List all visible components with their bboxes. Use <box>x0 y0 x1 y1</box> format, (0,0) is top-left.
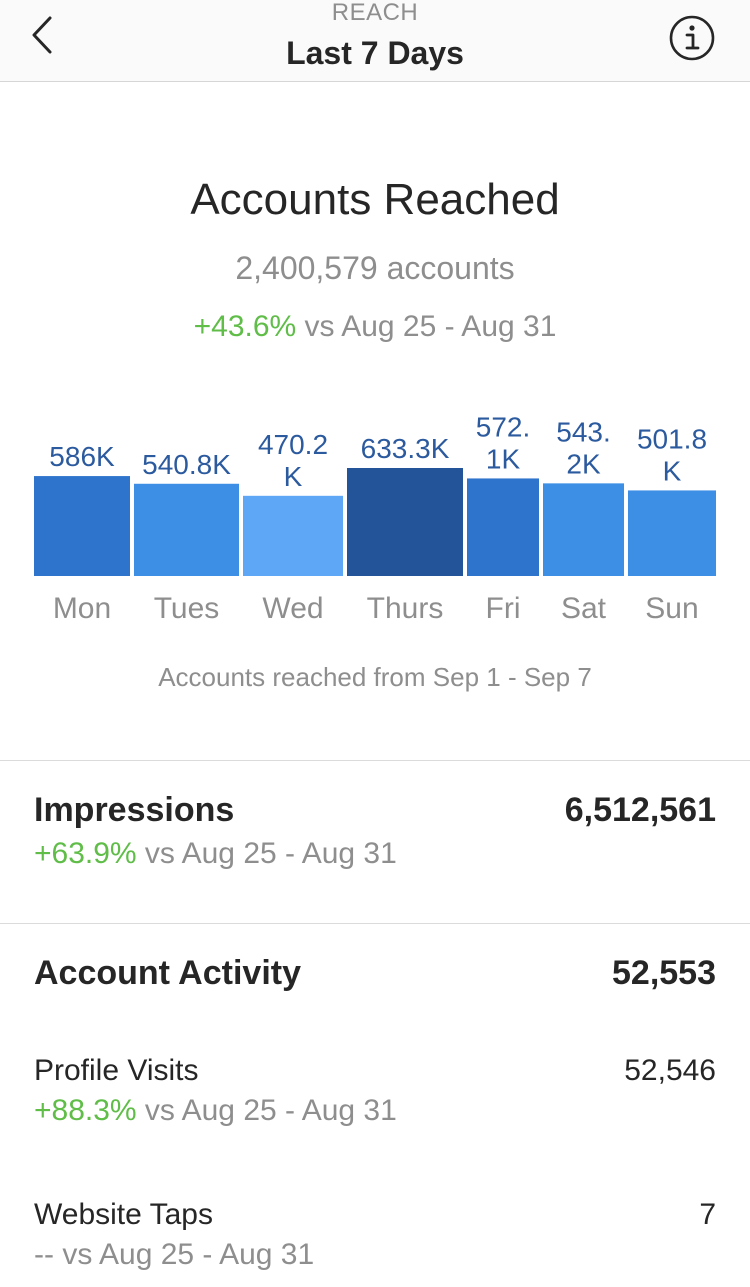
change-percent: +43.6% <box>193 310 297 343</box>
divider <box>0 760 750 761</box>
section-eyebrow: REACH <box>331 0 419 26</box>
profile-visits-value: 52,546 <box>624 1054 716 1087</box>
bar-value-label: 543. <box>556 416 611 447</box>
back-button[interactable] <box>22 12 62 58</box>
profile-visits-label: Profile Visits <box>34 1054 199 1087</box>
day-label-thurs: Thurs <box>367 592 444 625</box>
bar-value-label: 633.3K <box>361 433 450 464</box>
info-circle-icon <box>669 15 715 61</box>
day-label-sun: Sun <box>645 592 698 625</box>
account-activity-value: 52,553 <box>612 954 716 992</box>
bar-value-label: 572. <box>476 411 531 442</box>
bar-value-label: K <box>663 455 682 486</box>
bar-value-label: 2K <box>566 448 601 479</box>
top-nav-bar: REACH Last 7 Days <box>0 0 750 82</box>
bar-value-label: 470.2 <box>258 429 328 460</box>
bar-mon <box>34 476 130 576</box>
day-label-fri: Fri <box>486 592 521 625</box>
website-taps-label: Website Taps <box>34 1198 213 1231</box>
chart-caption: Accounts reached from Sep 1 - Sep 7 <box>158 662 592 692</box>
compare-period: vs Aug 25 - Aug 31 <box>136 837 397 870</box>
divider <box>0 923 750 924</box>
compare-period: vs Aug 25 - Aug 31 <box>136 1094 397 1127</box>
website-taps-value: 7 <box>699 1198 716 1231</box>
bar-value-label: K <box>284 461 303 492</box>
day-label-sat: Sat <box>561 592 607 625</box>
bar-fri <box>467 478 539 576</box>
impressions-title: Impressions <box>34 791 235 829</box>
day-label-mon: Mon <box>53 592 111 625</box>
profile-visits-comparison: +88.3% vs Aug 25 - Aug 31 <box>34 1092 397 1130</box>
day-label-wed: Wed <box>262 592 323 625</box>
bar-sat <box>543 483 624 576</box>
bar-thurs <box>347 468 463 576</box>
day-label-tues: Tues <box>154 592 220 625</box>
accounts-reached-title: Accounts Reached <box>190 175 560 224</box>
compare-period: vs Aug 25 - Aug 31 <box>296 310 557 343</box>
bar-value-label: 501.8 <box>637 423 707 454</box>
impressions-value: 6,512,561 <box>564 791 716 829</box>
accounts-reached-chart: 586KMon540.8KTues470.2KWed633.3KThurs572… <box>34 411 716 625</box>
bar-tues <box>134 483 239 576</box>
change-percent: +88.3% <box>34 1094 137 1127</box>
change-percent: -- <box>34 1238 54 1271</box>
bar-value-label: 1K <box>486 443 521 474</box>
bar-wed <box>243 495 343 576</box>
account-activity-title: Account Activity <box>34 954 302 992</box>
info-button[interactable] <box>668 14 716 62</box>
bar-value-label: 586K <box>49 441 115 472</box>
chevron-left-icon <box>32 16 52 54</box>
bar-sun <box>628 490 716 576</box>
accounts-reached-comparison: +43.6% vs Aug 25 - Aug 31 <box>0 308 750 346</box>
website-taps-comparison: -- vs Aug 25 - Aug 31 <box>34 1236 314 1274</box>
compare-period: vs Aug 25 - Aug 31 <box>53 1238 315 1271</box>
change-percent: +63.9% <box>34 837 137 870</box>
page-title: Last 7 Days <box>286 35 464 71</box>
impressions-comparison: +63.9% vs Aug 25 - Aug 31 <box>34 835 397 873</box>
accounts-reached-count: 2,400,579 accounts <box>235 250 515 286</box>
bar-value-label: 540.8K <box>142 449 231 480</box>
